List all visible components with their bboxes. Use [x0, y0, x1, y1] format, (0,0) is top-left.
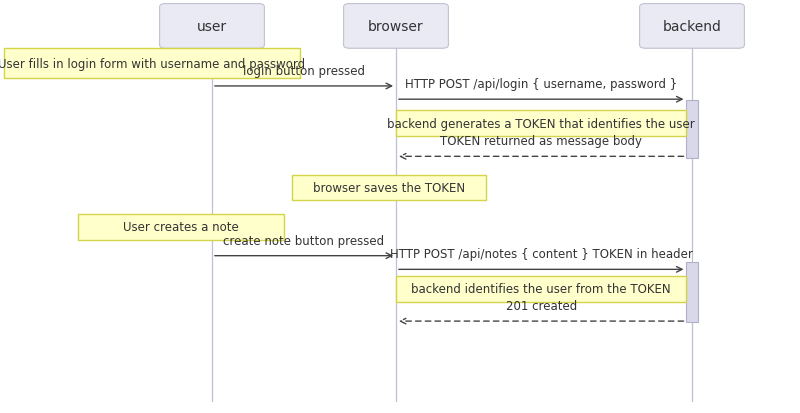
FancyBboxPatch shape	[640, 5, 744, 49]
Bar	[78, 214, 284, 240]
Text: browser saves the TOKEN: browser saves the TOKEN	[313, 181, 466, 195]
Text: TOKEN returned as message body: TOKEN returned as message body	[440, 135, 642, 148]
Text: backend: backend	[662, 20, 722, 34]
Text: user: user	[197, 20, 227, 34]
Text: backend generates a TOKEN that identifies the user: backend generates a TOKEN that identifie…	[387, 117, 695, 131]
Text: HTTP POST /api/login { username, password }: HTTP POST /api/login { username, passwor…	[405, 78, 678, 91]
FancyBboxPatch shape	[344, 5, 448, 49]
Bar	[396, 276, 686, 302]
Text: 201 created: 201 created	[506, 299, 577, 312]
Text: User creates a note: User creates a note	[123, 221, 239, 234]
Text: backend identifies the user from the TOKEN: backend identifies the user from the TOK…	[411, 282, 671, 296]
Text: create note button pressed: create note button pressed	[223, 234, 385, 247]
Bar	[292, 175, 486, 201]
Text: login button pressed: login button pressed	[243, 65, 365, 78]
Text: browser: browser	[368, 20, 424, 34]
Bar	[4, 49, 300, 79]
Bar	[686, 101, 698, 159]
FancyBboxPatch shape	[160, 5, 265, 49]
Text: User fills in login form with username and password: User fills in login form with username a…	[0, 57, 306, 71]
Text: HTTP POST /api/notes { content } TOKEN in header: HTTP POST /api/notes { content } TOKEN i…	[390, 248, 693, 261]
Bar	[686, 262, 698, 322]
Bar	[396, 111, 686, 137]
